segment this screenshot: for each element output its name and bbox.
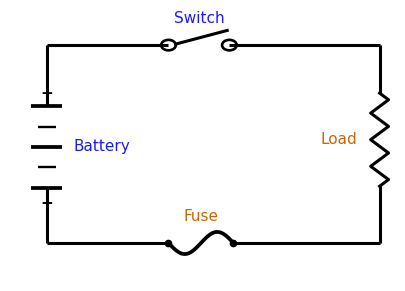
Text: Battery: Battery	[73, 139, 130, 155]
Text: Switch: Switch	[173, 11, 224, 26]
Text: −: −	[40, 86, 53, 101]
Text: +: +	[40, 196, 53, 211]
Text: Load: Load	[320, 132, 356, 147]
Text: Fuse: Fuse	[183, 209, 218, 224]
